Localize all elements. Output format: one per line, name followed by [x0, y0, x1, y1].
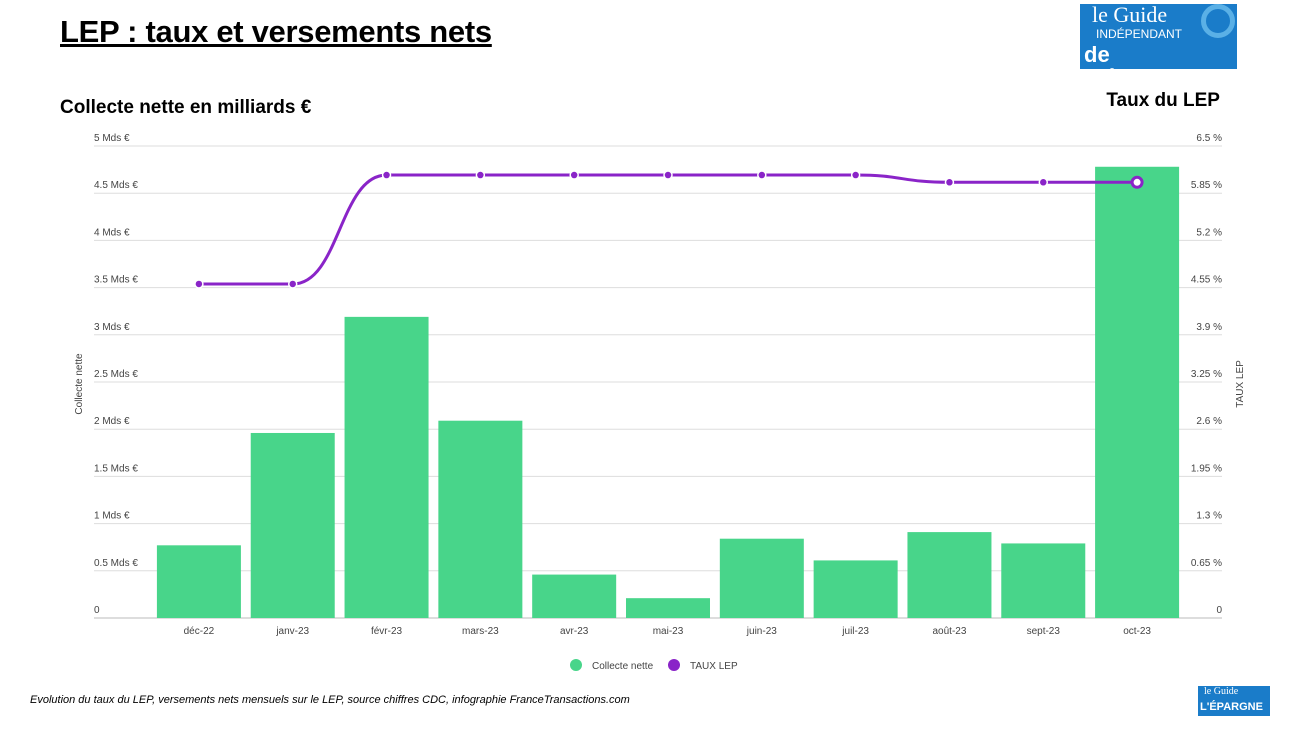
right-tick-label: 5.2 %: [1196, 227, 1222, 238]
right-axis-heading: Taux du LEP: [1106, 90, 1220, 111]
taux-lep-point: [850, 170, 861, 180]
caption: Evolution du taux du LEP, versements net…: [30, 694, 630, 706]
page-title: LEP : taux et versements nets: [60, 14, 492, 49]
right-tick-label: 2.6 %: [1196, 416, 1222, 427]
x-tick-label: juil-23: [841, 626, 869, 637]
left-tick-label: 3 Mds €: [94, 322, 130, 333]
left-tick-label: 2.5 Mds €: [94, 369, 138, 380]
x-tick-label: janv-23: [275, 626, 309, 637]
taux-lep-point: [757, 170, 767, 180]
taux-lep-point: [194, 279, 204, 289]
x-tick-label: mars-23: [462, 626, 499, 637]
left-tick-label: 4.5 Mds €: [94, 180, 138, 191]
x-tick-label: août-23: [932, 626, 966, 637]
taux-lep-point: [1130, 175, 1144, 189]
right-tick-label: 3.25 %: [1191, 369, 1222, 380]
right-tick-label: 0: [1216, 605, 1222, 616]
x-tick-label: mai-23: [653, 626, 684, 637]
right-tick-label: 5.85 %: [1191, 180, 1222, 191]
bar-mars-23: [438, 420, 523, 618]
guide-epargne-logo-small: le Guide L'ÉPARGNE: [1198, 686, 1270, 716]
bar-déc-22: [156, 545, 241, 618]
x-tick-label: févr-23: [371, 626, 403, 637]
bar-juil-23: [813, 560, 898, 618]
bar-avr-23: [532, 574, 617, 618]
left-axis-heading: Collecte nette en milliards €: [60, 97, 312, 118]
right-tick-label: 4.55 %: [1191, 275, 1222, 286]
x-tick-label: sept-23: [1027, 626, 1061, 637]
taux-lep-point: [569, 170, 579, 180]
legend-marker-collecte: [570, 659, 582, 671]
taux-lep-point: [381, 170, 392, 180]
legend-label-taux: TAUX LEP: [690, 661, 738, 672]
x-tick-label: oct-23: [1123, 626, 1151, 637]
left-tick-label: 2 Mds €: [94, 416, 130, 427]
bar-janv-23: [250, 432, 335, 618]
guide-epargne-logo: le Guide INDÉPENDANT de L'ÉPARGNE: [1080, 4, 1237, 69]
x-tick-label: juin-23: [746, 626, 777, 637]
taux-lep-point: [287, 279, 298, 289]
legend-marker-taux: [668, 659, 680, 671]
taux-lep-point: [944, 177, 955, 188]
right-tick-label: 1.95 %: [1191, 463, 1222, 474]
bar-août-23: [907, 532, 992, 618]
legend-label-collecte: Collecte nette: [592, 661, 654, 672]
bar-mai-23: [626, 598, 710, 618]
bar-févr-23: [344, 316, 429, 618]
taux-lep-point: [475, 170, 486, 180]
right-tick-label: 6.5 %: [1196, 133, 1222, 144]
right-tick-label: 0.65 %: [1191, 558, 1222, 569]
x-tick-label: avr-23: [560, 626, 589, 637]
left-tick-label: 4 Mds €: [94, 227, 130, 238]
right-tick-label: 1.3 %: [1196, 511, 1222, 522]
left-tick-label: 1 Mds €: [94, 511, 130, 522]
bar-juin-23: [719, 538, 804, 618]
left-tick-label: 1.5 Mds €: [94, 463, 138, 474]
left-tick-label: 5 Mds €: [94, 133, 130, 144]
taux-lep-point: [663, 170, 673, 180]
taux-lep-line: [198, 173, 1138, 286]
left-tick-label: 0: [94, 605, 100, 616]
left-tick-label: 3.5 Mds €: [94, 275, 138, 286]
right-axis-title: TAUX LEP: [1235, 360, 1246, 408]
bar-sept-23: [1001, 543, 1086, 618]
left-tick-label: 0.5 Mds €: [94, 558, 138, 569]
left-axis-title: Collecte nette: [74, 353, 85, 415]
x-tick-label: déc-22: [184, 626, 215, 637]
taux-lep-point: [1038, 177, 1049, 188]
right-tick-label: 3.9 %: [1196, 322, 1222, 333]
bar-oct-23: [1095, 166, 1180, 618]
